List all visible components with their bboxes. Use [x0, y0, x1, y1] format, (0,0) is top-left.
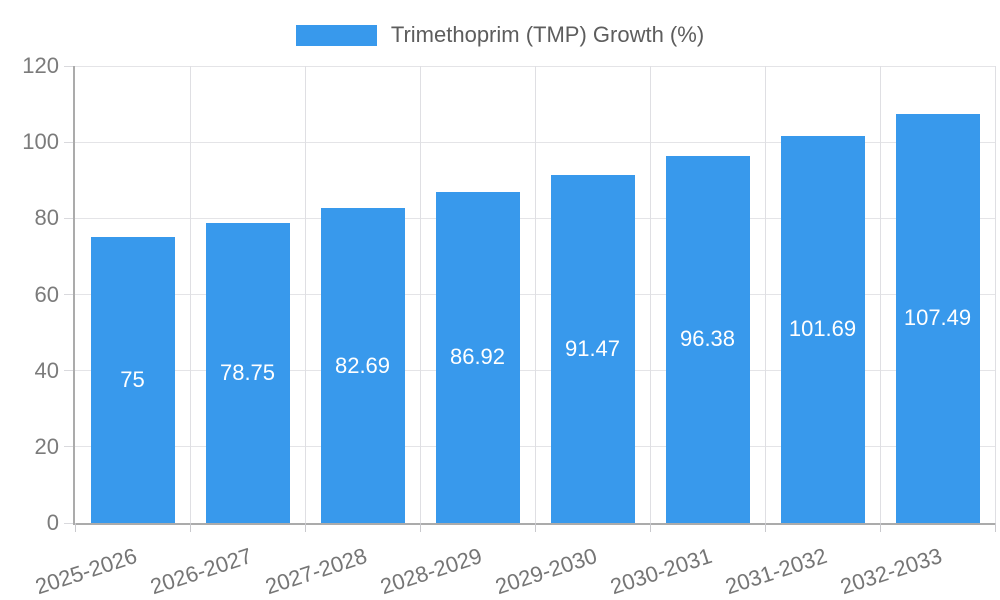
x-axis-tickmark	[534, 523, 536, 532]
y-axis-tickmark	[64, 217, 73, 219]
x-axis-tickmark	[189, 523, 191, 532]
y-axis-tickmark	[64, 141, 73, 143]
v-gridline	[994, 66, 996, 523]
bar-2026-2027[interactable]	[205, 223, 290, 523]
v-gridline	[304, 66, 306, 523]
x-axis-tickmark	[879, 523, 881, 532]
x-tick-label: 2026-2027	[147, 543, 256, 600]
legend[interactable]: Trimethoprim (TMP) Growth (%)	[0, 22, 1000, 48]
bar-value-label: 107.49	[903, 305, 972, 331]
bar-value-label: 86.92	[449, 344, 506, 370]
bar-value-label: 91.47	[564, 335, 621, 361]
y-tick-label: 120	[22, 53, 59, 78]
legend-label: Trimethoprim (TMP) Growth (%)	[390, 22, 705, 47]
x-tick-label: 2032-2033	[837, 543, 946, 600]
x-tick-label: 2029-2030	[492, 543, 601, 600]
x-axis-tickmark	[419, 523, 421, 532]
bar-value-label: 75	[120, 367, 145, 393]
x-tick-label: 2025-2026	[32, 543, 141, 600]
y-tick-label: 60	[34, 281, 59, 307]
bar-value-label: 96.38	[679, 326, 736, 352]
y-tick-label: 0	[46, 510, 59, 535]
y-tick-label: 100	[22, 129, 59, 155]
bar-2029-2030[interactable]	[550, 174, 635, 523]
x-tick-label: 2030-2031	[607, 543, 716, 600]
y-axis-tickmark	[64, 522, 73, 524]
y-tick-label: 20	[34, 433, 59, 459]
v-gridline	[419, 66, 421, 523]
y-axis-tickmark	[64, 370, 73, 372]
y-axis-tickmark	[64, 294, 73, 295]
bar-value-label: 78.75	[219, 360, 276, 386]
v-gridline	[879, 66, 881, 523]
bar-2025-2026[interactable]	[90, 237, 175, 523]
bar-value-label: 82.69	[334, 352, 391, 378]
bar-2030-2031[interactable]	[665, 155, 750, 523]
x-tick-label: 2027-2028	[262, 543, 371, 600]
v-gridline	[534, 66, 536, 523]
v-gridline	[649, 66, 651, 523]
bar-2032-2033[interactable]	[895, 113, 980, 523]
y-tick-label: 80	[34, 205, 59, 231]
x-tick-label: 2031-2032	[722, 543, 831, 600]
x-axis-tickmark	[74, 523, 76, 532]
bar-2031-2032[interactable]	[780, 135, 865, 523]
y-axis-tickmark	[64, 65, 73, 67]
v-gridline	[764, 66, 766, 523]
x-tick-label: 2028-2029	[377, 543, 486, 600]
x-axis-tickmark	[994, 523, 996, 532]
plot-area: 75 2025-2026 78.75 2026-2027 82.69 2027-2028 8…	[32, 65, 996, 599]
x-axis-tickmark	[764, 523, 766, 532]
bar-2028-2029[interactable]	[435, 191, 520, 523]
bar-2027-2028[interactable]	[320, 208, 405, 523]
y-tick-label: 40	[34, 357, 59, 383]
x-axis-tickmark	[304, 523, 306, 532]
v-gridline	[189, 66, 191, 523]
x-axis-tickmark	[649, 523, 651, 532]
y-axis-tickmark	[64, 446, 73, 448]
legend-swatch	[295, 24, 377, 46]
bar-value-label: 101.69	[788, 316, 857, 342]
